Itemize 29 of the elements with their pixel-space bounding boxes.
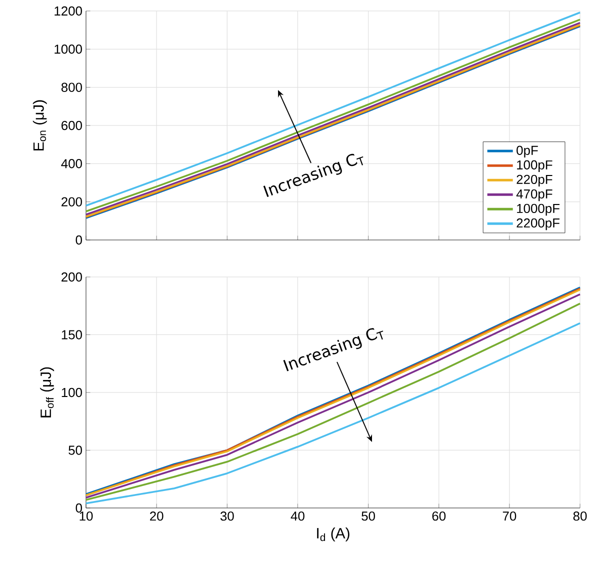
x-tick-label: 60 <box>432 512 446 521</box>
x-tick-label: 70 <box>502 512 516 521</box>
legend-label: 100pF <box>517 160 552 172</box>
y-tick-label: 150 <box>62 330 82 340</box>
legend-label: 220pF <box>516 174 552 187</box>
y-axis-title: E$_{off}$ (μJ) <box>40 367 54 418</box>
x-tick-label: 10 <box>80 512 93 521</box>
x-axis-title: I$_{d}$ (A) <box>317 528 350 542</box>
y-tick-label: 50 <box>68 446 82 455</box>
y-tick-label: 0 <box>76 235 82 245</box>
y-tick-label: 1200 <box>54 6 82 16</box>
legend-label: 470pF <box>516 189 552 202</box>
y-tick-label: 100 <box>62 388 82 398</box>
legend-label: 2200pF <box>516 218 560 230</box>
y-tick-label: 1000 <box>54 44 82 54</box>
x-tick-label: 20 <box>150 512 164 521</box>
y-tick-label: 0 <box>76 503 82 513</box>
y-tick-label: 200 <box>62 197 82 206</box>
legend-label: 1000pF <box>517 204 560 216</box>
y-tick-label: 400 <box>61 159 82 168</box>
y-tick-label: 600 <box>62 120 82 130</box>
x-tick-label: 40 <box>290 512 304 521</box>
y-tick-label: 200 <box>62 272 82 282</box>
x-tick-label: 30 <box>220 512 234 521</box>
legend-label: 0pF <box>516 146 538 158</box>
y-tick-label: 800 <box>61 82 82 92</box>
x-tick-label: 80 <box>573 512 587 521</box>
x-tick-label: 50 <box>362 512 375 521</box>
y-axis-title: E$_{on}$ (μJ) <box>32 100 47 150</box>
